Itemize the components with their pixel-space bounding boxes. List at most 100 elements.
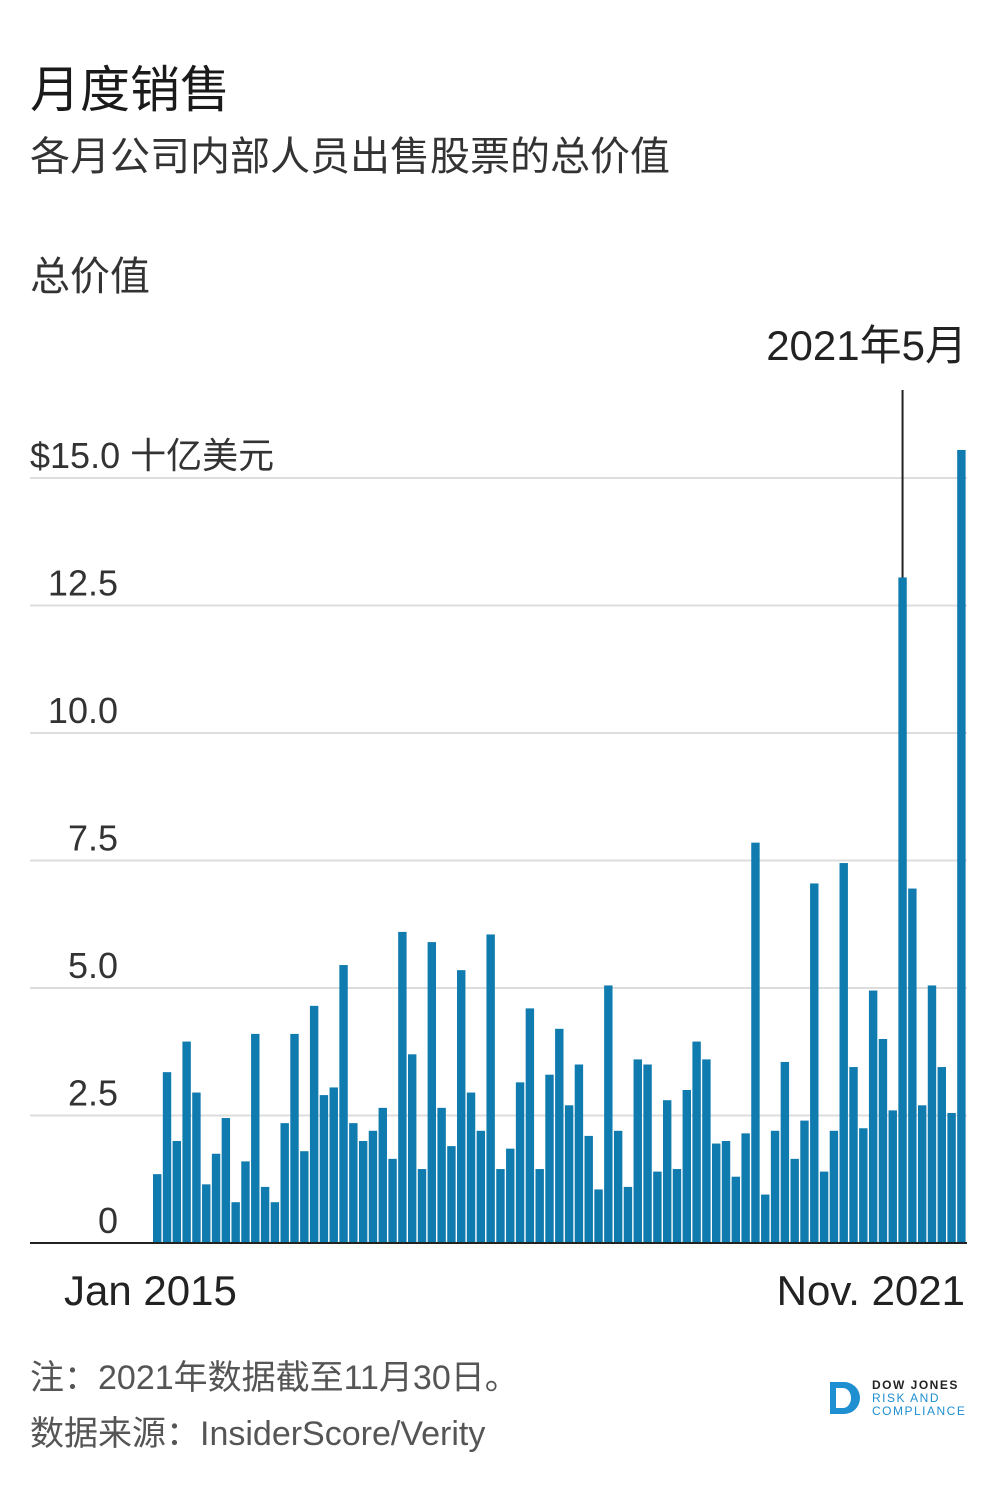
bar: [192, 1092, 201, 1243]
bar: [153, 1174, 162, 1243]
bar: [878, 1039, 888, 1243]
bar: [202, 1184, 211, 1243]
bar: [270, 1202, 280, 1243]
annotation-label: 2021年5月: [766, 322, 967, 369]
bar: [427, 942, 437, 1243]
bar: [260, 1186, 270, 1243]
bar: [162, 1072, 172, 1243]
dow-jones-logo: DOW JONES RISK AND COMPLIANCE: [828, 1378, 968, 1418]
bar: [388, 1158, 397, 1243]
bar: [358, 1141, 368, 1243]
y-tick-label: 2.5: [68, 1073, 118, 1114]
bar: [829, 1130, 839, 1243]
bar: [849, 1067, 858, 1243]
bar: [290, 1033, 299, 1243]
bar: [653, 1171, 662, 1243]
bar: [457, 970, 466, 1243]
dow-jones-logo-icon: [830, 1382, 860, 1414]
bar: [927, 985, 937, 1243]
bar: [692, 1041, 701, 1243]
bar: [682, 1090, 691, 1243]
bar: [859, 1128, 868, 1243]
bar: [378, 1107, 387, 1243]
bar: [712, 1143, 721, 1243]
bar: [280, 1123, 289, 1243]
bar: [564, 1105, 574, 1243]
bar: [182, 1041, 191, 1243]
bar-chart: 0 2.5 5.0 7.5 10.0 12.5 $15.0 十亿美元 2021年5月 Jan 2…: [30, 322, 967, 1314]
bar: [349, 1123, 358, 1243]
chart-subtitle: 各月公司内部人员出售股票的总价值: [30, 135, 670, 179]
bar: [506, 1148, 515, 1243]
source-note: 数据来源：InsiderScore/Verity: [30, 1415, 486, 1453]
bar: [515, 1082, 525, 1243]
bar: [594, 1189, 603, 1243]
bar: [309, 1005, 319, 1243]
bar: [398, 931, 407, 1243]
bar: [476, 1130, 486, 1243]
bar: [447, 1146, 456, 1243]
bar: [584, 1135, 593, 1243]
bar: [662, 1100, 672, 1243]
y-tick-label: 12.5: [48, 563, 118, 604]
bar: [917, 1105, 927, 1243]
bar: [947, 1112, 956, 1243]
bar: [819, 1171, 829, 1243]
logo-text-line1: DOW JONES: [872, 1378, 959, 1392]
bar: [241, 1161, 250, 1243]
bar: [741, 1133, 750, 1243]
bar: [751, 842, 760, 1243]
y-tick-label: $15.0 十亿美元: [30, 435, 274, 476]
bar: [908, 888, 917, 1243]
bar: [810, 883, 819, 1243]
bar: [417, 1169, 427, 1243]
bar: [555, 1028, 564, 1243]
bar: [329, 1087, 338, 1243]
bar: [574, 1064, 584, 1243]
y-axis-title: 总价值: [30, 255, 150, 299]
bar: [211, 1153, 221, 1243]
bar: [300, 1151, 309, 1243]
bar: [251, 1033, 260, 1243]
bar: [957, 449, 966, 1243]
logo-text-line3: COMPLIANCE: [872, 1404, 967, 1418]
bar: [780, 1061, 790, 1243]
x-tick-label-end: Nov. 2021: [777, 1267, 965, 1314]
bar: [898, 577, 907, 1243]
logo-text-line2: RISK AND: [872, 1391, 941, 1405]
x-tick-label-start: Jan 2015: [64, 1267, 237, 1314]
bar: [702, 1059, 711, 1243]
bar: [221, 1118, 231, 1243]
bar: [770, 1130, 780, 1243]
bar: [623, 1186, 633, 1243]
bar: [407, 1054, 417, 1243]
bar: [790, 1158, 799, 1243]
bar: [604, 985, 613, 1243]
bar: [761, 1194, 770, 1243]
bar: [633, 1059, 642, 1243]
bar: [613, 1130, 623, 1243]
bar: [937, 1067, 946, 1243]
bar: [437, 1107, 446, 1243]
bar: [721, 1141, 731, 1243]
bar: [800, 1120, 809, 1243]
bar: [535, 1169, 544, 1243]
y-tick-label: 10.0: [48, 690, 118, 731]
y-tick-label: 5.0: [68, 945, 118, 986]
bar: [643, 1064, 652, 1243]
bar: [545, 1074, 554, 1243]
bar: [525, 1008, 535, 1243]
bar: [172, 1141, 182, 1243]
y-tick-label: 0: [98, 1200, 118, 1241]
chart-title: 月度销售: [30, 62, 230, 118]
bar: [888, 1110, 897, 1243]
bar: [368, 1130, 378, 1243]
bar: [466, 1092, 476, 1243]
y-tick-label: 7.5: [68, 818, 118, 859]
bar: [319, 1095, 329, 1243]
bar: [231, 1202, 240, 1243]
bar: [868, 990, 878, 1243]
bar: [731, 1176, 741, 1243]
bar: [839, 863, 848, 1243]
bar: [496, 1169, 505, 1243]
